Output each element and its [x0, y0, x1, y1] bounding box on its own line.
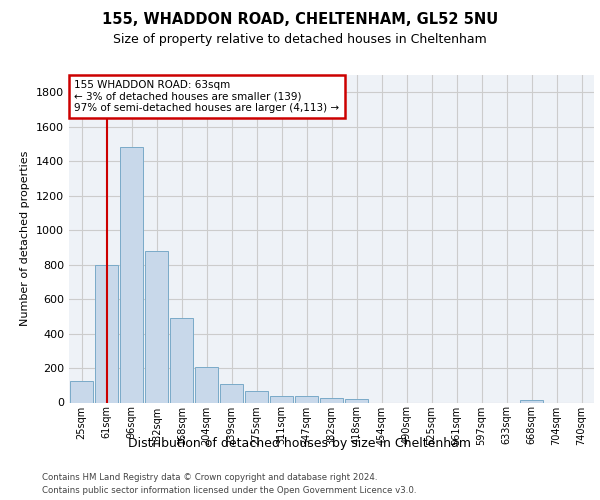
Text: Contains HM Land Registry data © Crown copyright and database right 2024.: Contains HM Land Registry data © Crown c…: [42, 472, 377, 482]
Bar: [520, 400, 543, 402]
Bar: [245, 392, 268, 402]
Bar: [195, 367, 218, 402]
Bar: [170, 318, 193, 402]
Bar: [295, 396, 318, 402]
Bar: [270, 396, 293, 402]
Y-axis label: Number of detached properties: Number of detached properties: [20, 151, 31, 326]
Text: Contains public sector information licensed under the Open Government Licence v3: Contains public sector information licen…: [42, 486, 416, 495]
Bar: [220, 384, 243, 402]
Bar: [345, 399, 368, 402]
Bar: [145, 251, 168, 402]
Bar: [70, 381, 93, 402]
Bar: [320, 398, 343, 402]
Text: Distribution of detached houses by size in Cheltenham: Distribution of detached houses by size …: [128, 438, 472, 450]
Text: Size of property relative to detached houses in Cheltenham: Size of property relative to detached ho…: [113, 32, 487, 46]
Text: 155 WHADDON ROAD: 63sqm
← 3% of detached houses are smaller (139)
97% of semi-de: 155 WHADDON ROAD: 63sqm ← 3% of detached…: [74, 80, 340, 113]
Bar: [95, 264, 118, 402]
Bar: [120, 148, 143, 402]
Text: 155, WHADDON ROAD, CHELTENHAM, GL52 5NU: 155, WHADDON ROAD, CHELTENHAM, GL52 5NU: [102, 12, 498, 28]
